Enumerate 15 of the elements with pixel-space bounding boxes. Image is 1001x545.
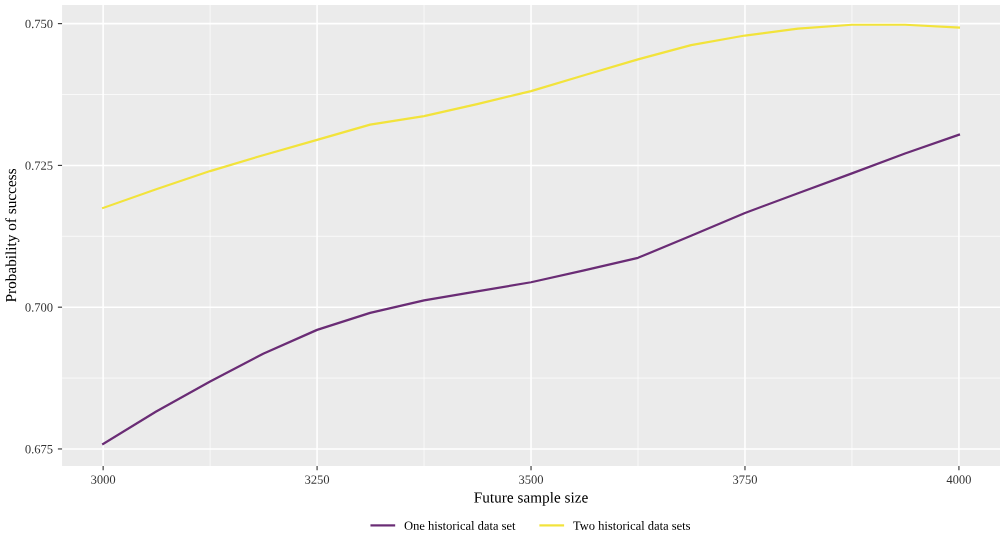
x-axis-title: Future sample size: [474, 491, 588, 506]
y-tick-label: 0.700: [25, 303, 53, 312]
line-series: [102, 23, 961, 210]
x-tick-label: 3000: [91, 475, 116, 484]
x-tick-label: 3250: [305, 475, 330, 484]
y-axis-title: Probability of success: [5, 168, 20, 303]
x-tick-label: 3750: [733, 475, 757, 484]
y-tick-label: 0.675: [25, 444, 53, 454]
legend-label: Two historical data sets: [573, 521, 691, 530]
legend-label: One historical data set: [404, 521, 516, 530]
y-tick-label: 0.725: [25, 161, 53, 170]
x-tick-label: 4000: [946, 475, 971, 484]
line-series: [102, 133, 961, 445]
y-tick-label: 0.750: [25, 19, 53, 29]
x-tick-label: 3500: [519, 475, 544, 484]
